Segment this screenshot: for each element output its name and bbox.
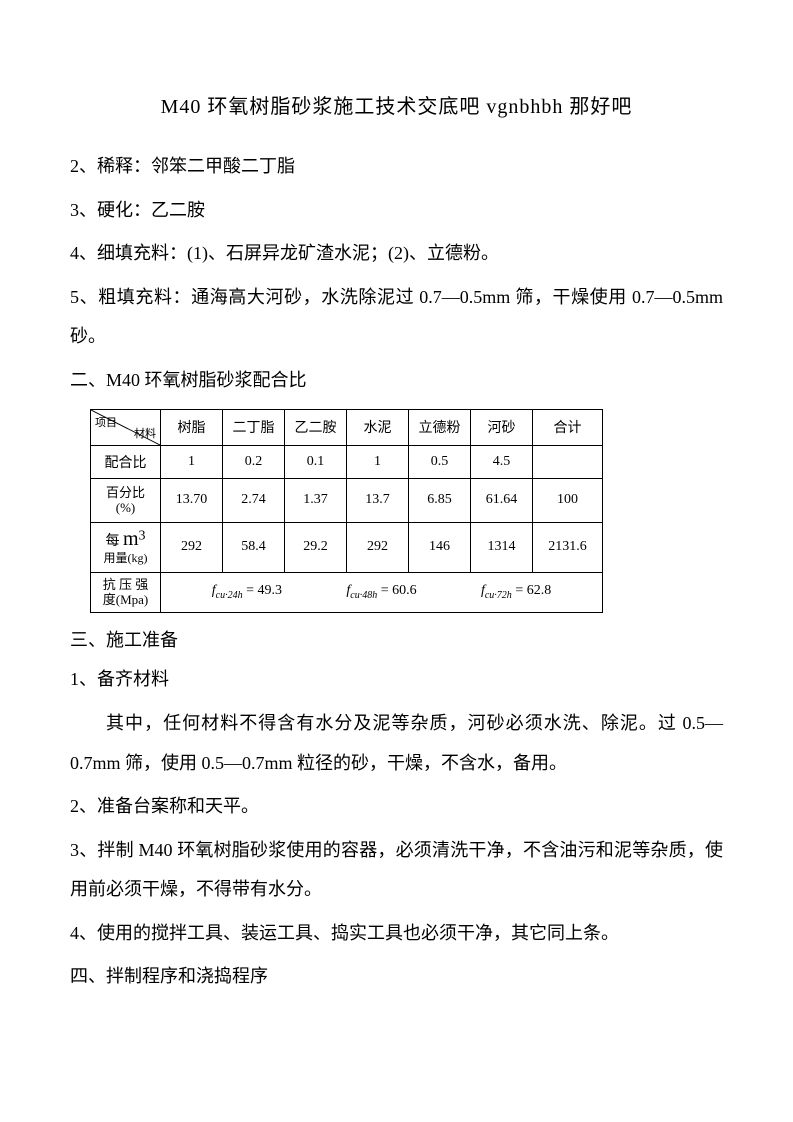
m3-sub: 用量(kg) [104, 551, 148, 565]
header-cell: 合计 [533, 409, 603, 445]
data-cell: 1 [347, 445, 409, 478]
header-cell: 河砂 [471, 409, 533, 445]
page-title: M40 环氧树脂砂浆施工技术交底吧 vgnbhbh 那好吧 [70, 90, 723, 119]
header-cell: 水泥 [347, 409, 409, 445]
data-cell: 2.74 [223, 478, 285, 522]
row-label: 配合比 [91, 445, 161, 478]
data-cell: 0.1 [285, 445, 347, 478]
section-3-item-3: 3、拌制 M40 环氧树脂砂浆使用的容器，必须清洗干净，不含油污和泥等杂质，使用… [70, 831, 723, 910]
data-cell: 4.5 [471, 445, 533, 478]
percent-label-2: (%) [116, 500, 136, 515]
strength-label-1: 抗 压 强 [103, 577, 149, 592]
table-header-row: 项目 材料 树脂 二丁脂 乙二胺 水泥 立德粉 河砂 合计 [91, 409, 603, 445]
section-3-item-4: 4、使用的搅拌工具、装运工具、捣实工具也必须干净，其它同上条。 [70, 914, 723, 954]
paragraph-5: 5、粗填充料：通海高大河砂，水洗除泥过 0.7—0.5mm 筛，干燥使用 0.7… [70, 278, 723, 357]
header-cell: 二丁脂 [223, 409, 285, 445]
percent-row: 百分比 (%) 13.70 2.74 1.37 13.7 6.85 61.64 … [91, 478, 603, 522]
data-cell: 2131.6 [533, 522, 603, 572]
row-label: 抗 压 强 度(Mpa) [91, 572, 161, 612]
strength-label-2: 度(Mpa) [103, 592, 149, 607]
data-cell: 29.2 [285, 522, 347, 572]
formula-72h: fcu·72h = 62.8 [451, 583, 582, 601]
diagonal-header-cell: 项目 材料 [91, 409, 161, 445]
header-cell: 立德粉 [409, 409, 471, 445]
section-3-item-1: 1、备齐材料 [70, 660, 723, 700]
paragraph-3: 3、硬化：乙二胺 [70, 191, 723, 231]
section-3-title: 三、施工准备 [70, 621, 723, 661]
data-cell: 292 [161, 522, 223, 572]
row-label: 百分比 (%) [91, 478, 161, 522]
section-3-item-1-detail: 其中，任何材料不得含有水分及泥等杂质，河砂必须水洗、除泥。过 0.5—0.7mm… [70, 704, 723, 783]
section-4-title: 四、拌制程序和浇捣程序 [70, 957, 723, 997]
data-cell: 58.4 [223, 522, 285, 572]
data-cell: 1314 [471, 522, 533, 572]
data-cell: 146 [409, 522, 471, 572]
header-cell: 树脂 [161, 409, 223, 445]
data-cell [533, 445, 603, 478]
diag-top-left-label: 项目 [95, 414, 117, 430]
header-cell: 乙二胺 [285, 409, 347, 445]
paragraph-2: 2、稀释：邻笨二甲酸二丁脂 [70, 147, 723, 187]
percent-label-1: 百分比 [106, 485, 145, 500]
data-cell: 1.37 [285, 478, 347, 522]
data-cell: 0.5 [409, 445, 471, 478]
data-cell: 61.64 [471, 478, 533, 522]
m3-pre: 每 [105, 534, 119, 549]
m3-row: 每 m3 用量(kg) 292 58.4 29.2 292 146 1314 2… [91, 522, 603, 572]
section-3-item-2: 2、准备台案称和天平。 [70, 787, 723, 827]
data-cell: 0.2 [223, 445, 285, 478]
formula-24h: fcu·24h = 49.3 [181, 583, 312, 601]
data-cell: 1 [161, 445, 223, 478]
paragraph-4: 4、细填充料：(1)、石屏异龙矿渣水泥；(2)、立德粉。 [70, 234, 723, 274]
m3-sup: 3 [139, 528, 146, 543]
formula-48h: fcu·48h = 60.6 [316, 583, 447, 601]
data-cell: 13.70 [161, 478, 223, 522]
data-cell: 13.7 [347, 478, 409, 522]
section-2-title: 二、M40 环氧树脂砂浆配合比 [70, 361, 723, 401]
strength-row: 抗 压 强 度(Mpa) fcu·24h = 49.3 fcu·48h = 60… [91, 572, 603, 612]
data-cell: 6.85 [409, 478, 471, 522]
mix-ratio-table: 项目 材料 树脂 二丁脂 乙二胺 水泥 立德粉 河砂 合计 配合比 1 0.2 … [90, 409, 603, 613]
data-cell: 292 [347, 522, 409, 572]
m3-m: m [123, 528, 139, 550]
ratio-row: 配合比 1 0.2 0.1 1 0.5 4.5 [91, 445, 603, 478]
row-label: 每 m3 用量(kg) [91, 522, 161, 572]
data-cell: 100 [533, 478, 603, 522]
diag-bottom-right-label: 材料 [134, 425, 156, 441]
strength-formulas-cell: fcu·24h = 49.3 fcu·48h = 60.6 fcu·72h = … [161, 572, 603, 612]
